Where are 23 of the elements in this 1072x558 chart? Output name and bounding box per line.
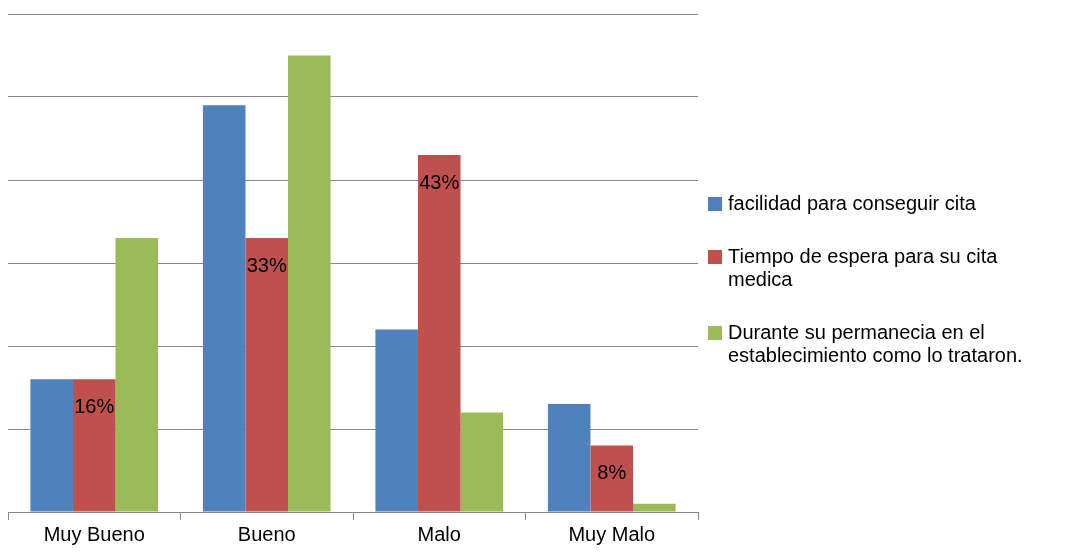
bar [245, 238, 289, 512]
bar [72, 379, 116, 512]
x-tick-label: Muy Malo [568, 522, 656, 545]
bar [202, 105, 246, 512]
bar [375, 329, 418, 512]
data-label: 43% [419, 170, 460, 193]
x-tick-label: Bueno [237, 522, 296, 545]
bar [590, 445, 634, 512]
bar [30, 379, 73, 512]
legend-label: Tiempo de espera para su cita medica [728, 244, 999, 291]
data-label: 8% [597, 461, 627, 484]
x-tick-label: Malo [417, 522, 461, 545]
bar [460, 412, 504, 512]
legend-label: facilidad para conseguir cita [728, 191, 976, 215]
bar [633, 503, 676, 512]
data-label: 16% [74, 394, 115, 417]
bar [288, 55, 331, 512]
bar [547, 404, 591, 512]
x-tick-label: Muy Bueno [43, 522, 145, 545]
bar [417, 155, 461, 512]
legend-label: Durante su permanecia en el establecimiento como lo trataron. [728, 320, 1024, 367]
data-label: 33% [246, 253, 287, 276]
bar [115, 238, 159, 512]
